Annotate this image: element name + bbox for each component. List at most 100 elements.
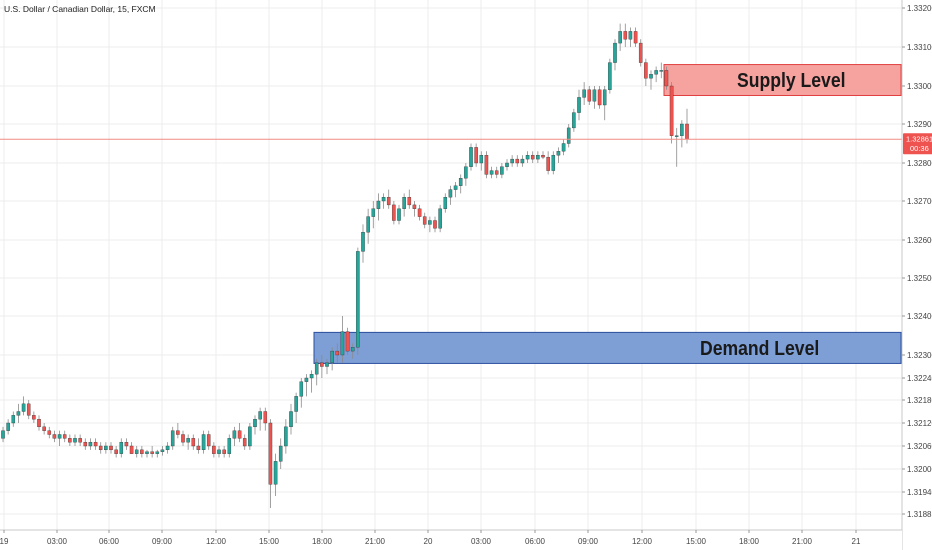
candle-body-up [88,441,93,447]
candle-body-up [134,449,139,454]
candle-body-up [613,42,617,63]
y-tick-label: 1.32600 [907,236,932,245]
price-zones: Supply Level Demand Level [313,64,902,364]
candle [78,434,82,446]
candle [345,327,350,355]
candle-body-up [566,127,571,144]
candle-body-down [392,204,396,221]
y-tick-label: 1.31940 [907,488,932,497]
candle-body-up [289,411,293,428]
candle-body-down [129,445,134,454]
candle [484,151,489,179]
chart-title: U.S. Dollar / Canadian Dollar, 15, FXCM [4,4,156,14]
x-tick-label: 06:00 [99,537,120,546]
candle [438,204,442,233]
candle [32,411,36,423]
candle [150,446,154,458]
candle-body-down [433,220,437,229]
candle [623,23,628,47]
candle [263,407,268,431]
candle-body-up [505,162,509,167]
candle-body-up [608,62,612,90]
candle [294,392,298,423]
candle [386,189,391,209]
candle-body-up [253,418,257,428]
candle-body-down [206,434,211,447]
candle-body-down [222,449,226,454]
candle-body-down [181,434,185,443]
candle [417,204,422,221]
candle-body-up [453,185,458,190]
candle [392,201,396,225]
candle [453,182,458,198]
candle [62,430,67,443]
supply-zone-label: Supply Level [737,69,846,91]
y-tick-label: 1.32000 [907,465,932,474]
candle [546,151,550,175]
candle-body-up [273,461,278,485]
candle-body-down [83,441,88,447]
candle-body-down [685,123,689,140]
candle [525,151,530,163]
candle [350,343,355,359]
supply-zone[interactable] [663,64,902,97]
candle [566,124,571,148]
candle-body-down [150,451,154,454]
x-tick-label: 21:00 [365,537,386,546]
candle-body-up [510,158,514,164]
candle-body-up [443,197,448,209]
candle-body-up [469,147,473,167]
y-tick-label: 1.33000 [907,82,932,91]
candle-body-up [582,89,586,98]
candle [98,442,103,454]
candle [104,442,108,454]
candle-body-up [556,151,561,156]
candle [561,139,566,156]
candle [88,438,93,450]
x-tick-label: 09:00 [578,537,599,546]
candle [314,358,319,386]
candle-body-down [191,438,196,447]
candle-body-up [592,89,597,102]
candle [253,415,257,435]
candle-body-down [242,438,247,447]
candle-body-down [412,204,417,209]
candle [633,27,638,47]
candle [325,358,329,375]
candle [57,430,62,446]
candle-body-up [73,438,77,443]
candle-body-up [500,166,504,175]
candle-body-up [402,197,406,209]
candle-body-up [350,347,355,352]
time-axis-background [0,530,902,550]
candle-body-down [68,438,72,443]
candle-body-up [361,232,365,252]
candle [165,442,170,454]
candle-body-down [124,441,129,447]
demand-zone[interactable] [313,331,902,364]
candle [109,442,113,454]
x-tick-label: 20 [424,537,433,546]
candle-body-up [294,396,298,412]
candle [68,434,72,446]
candle-body-up [551,155,556,171]
candle-body-up [659,70,664,72]
candle [212,442,216,458]
candle [638,39,643,67]
candle-body-down [37,418,41,428]
candle-body-down [623,31,628,40]
candle [412,201,417,217]
candle [170,426,175,450]
candle [356,247,360,355]
candle [273,453,278,496]
candle [42,423,46,435]
candle [145,449,149,458]
candle-body-up [376,200,381,209]
candle-body-up [356,251,360,348]
candle [608,58,612,94]
candle [340,316,345,363]
candle-body-down [422,216,427,225]
candle-body-up [248,426,252,447]
